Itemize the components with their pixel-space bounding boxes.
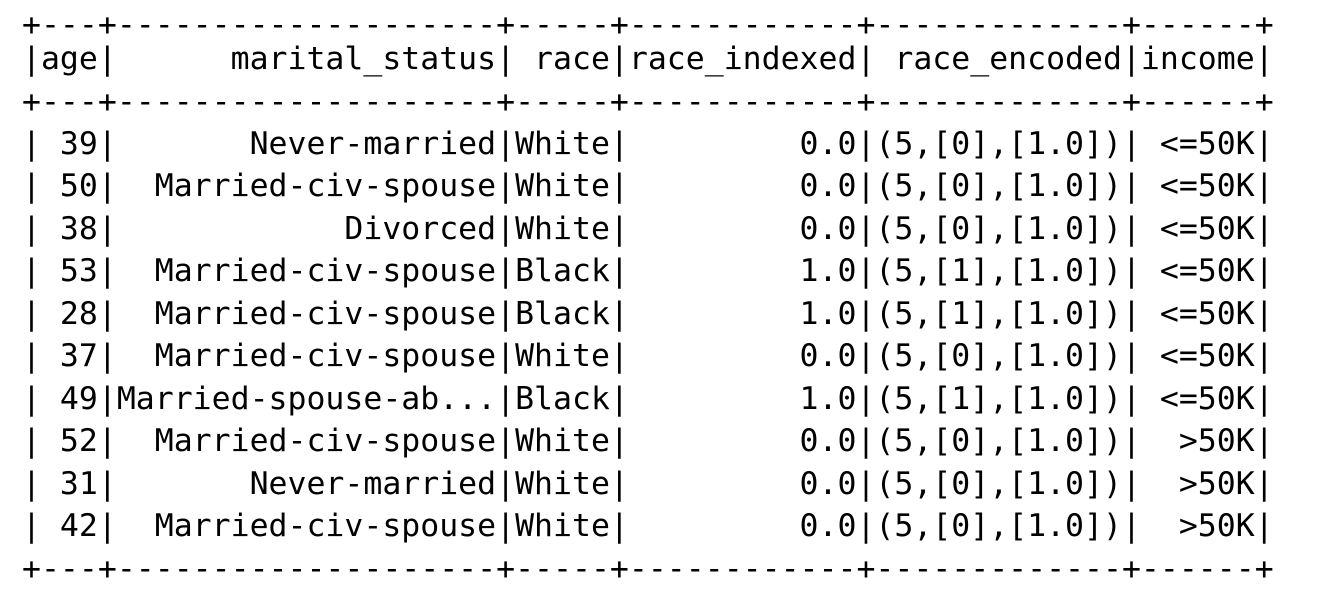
table-row: | 28| Married-civ-spouse|Black| 1.0|(5,[… xyxy=(22,295,1274,332)
table-row: | 37| Married-civ-spouse|White| 0.0|(5,[… xyxy=(22,338,1274,374)
table-top-border: +---+--------------------+-----+--------… xyxy=(22,7,1274,43)
table-row: | 38| Divorced|White| 0.0|(5,[0],[1.0])|… xyxy=(22,210,1274,247)
table-row: | 49|Married-spouse-ab...|Black| 1.0|(5,… xyxy=(22,380,1274,417)
table-header-border: +---+--------------------+-----+--------… xyxy=(22,83,1274,120)
table-row: | 53| Married-civ-spouse|Black| 1.0|(5,[… xyxy=(22,253,1274,289)
table-row: | 39| Never-married|White| 0.0|(5,[0],[1… xyxy=(22,125,1274,162)
table-row: | 42| Married-civ-spouse|White| 0.0|(5,[… xyxy=(22,508,1274,544)
dataframe-output: +---+--------------------+-----+--------… xyxy=(22,4,1274,587)
table-row: | 31| Never-married|White| 0.0|(5,[0],[1… xyxy=(22,465,1274,502)
table-header-row: |age| marital_status| race|race_indexed|… xyxy=(22,41,1274,77)
table-row: | 52| Married-civ-spouse|White| 0.0|(5,[… xyxy=(22,423,1274,459)
table-bottom-border: +---+--------------------+-----+--------… xyxy=(22,550,1274,587)
table-row: | 50| Married-civ-spouse|White| 0.0|(5,[… xyxy=(22,168,1274,204)
